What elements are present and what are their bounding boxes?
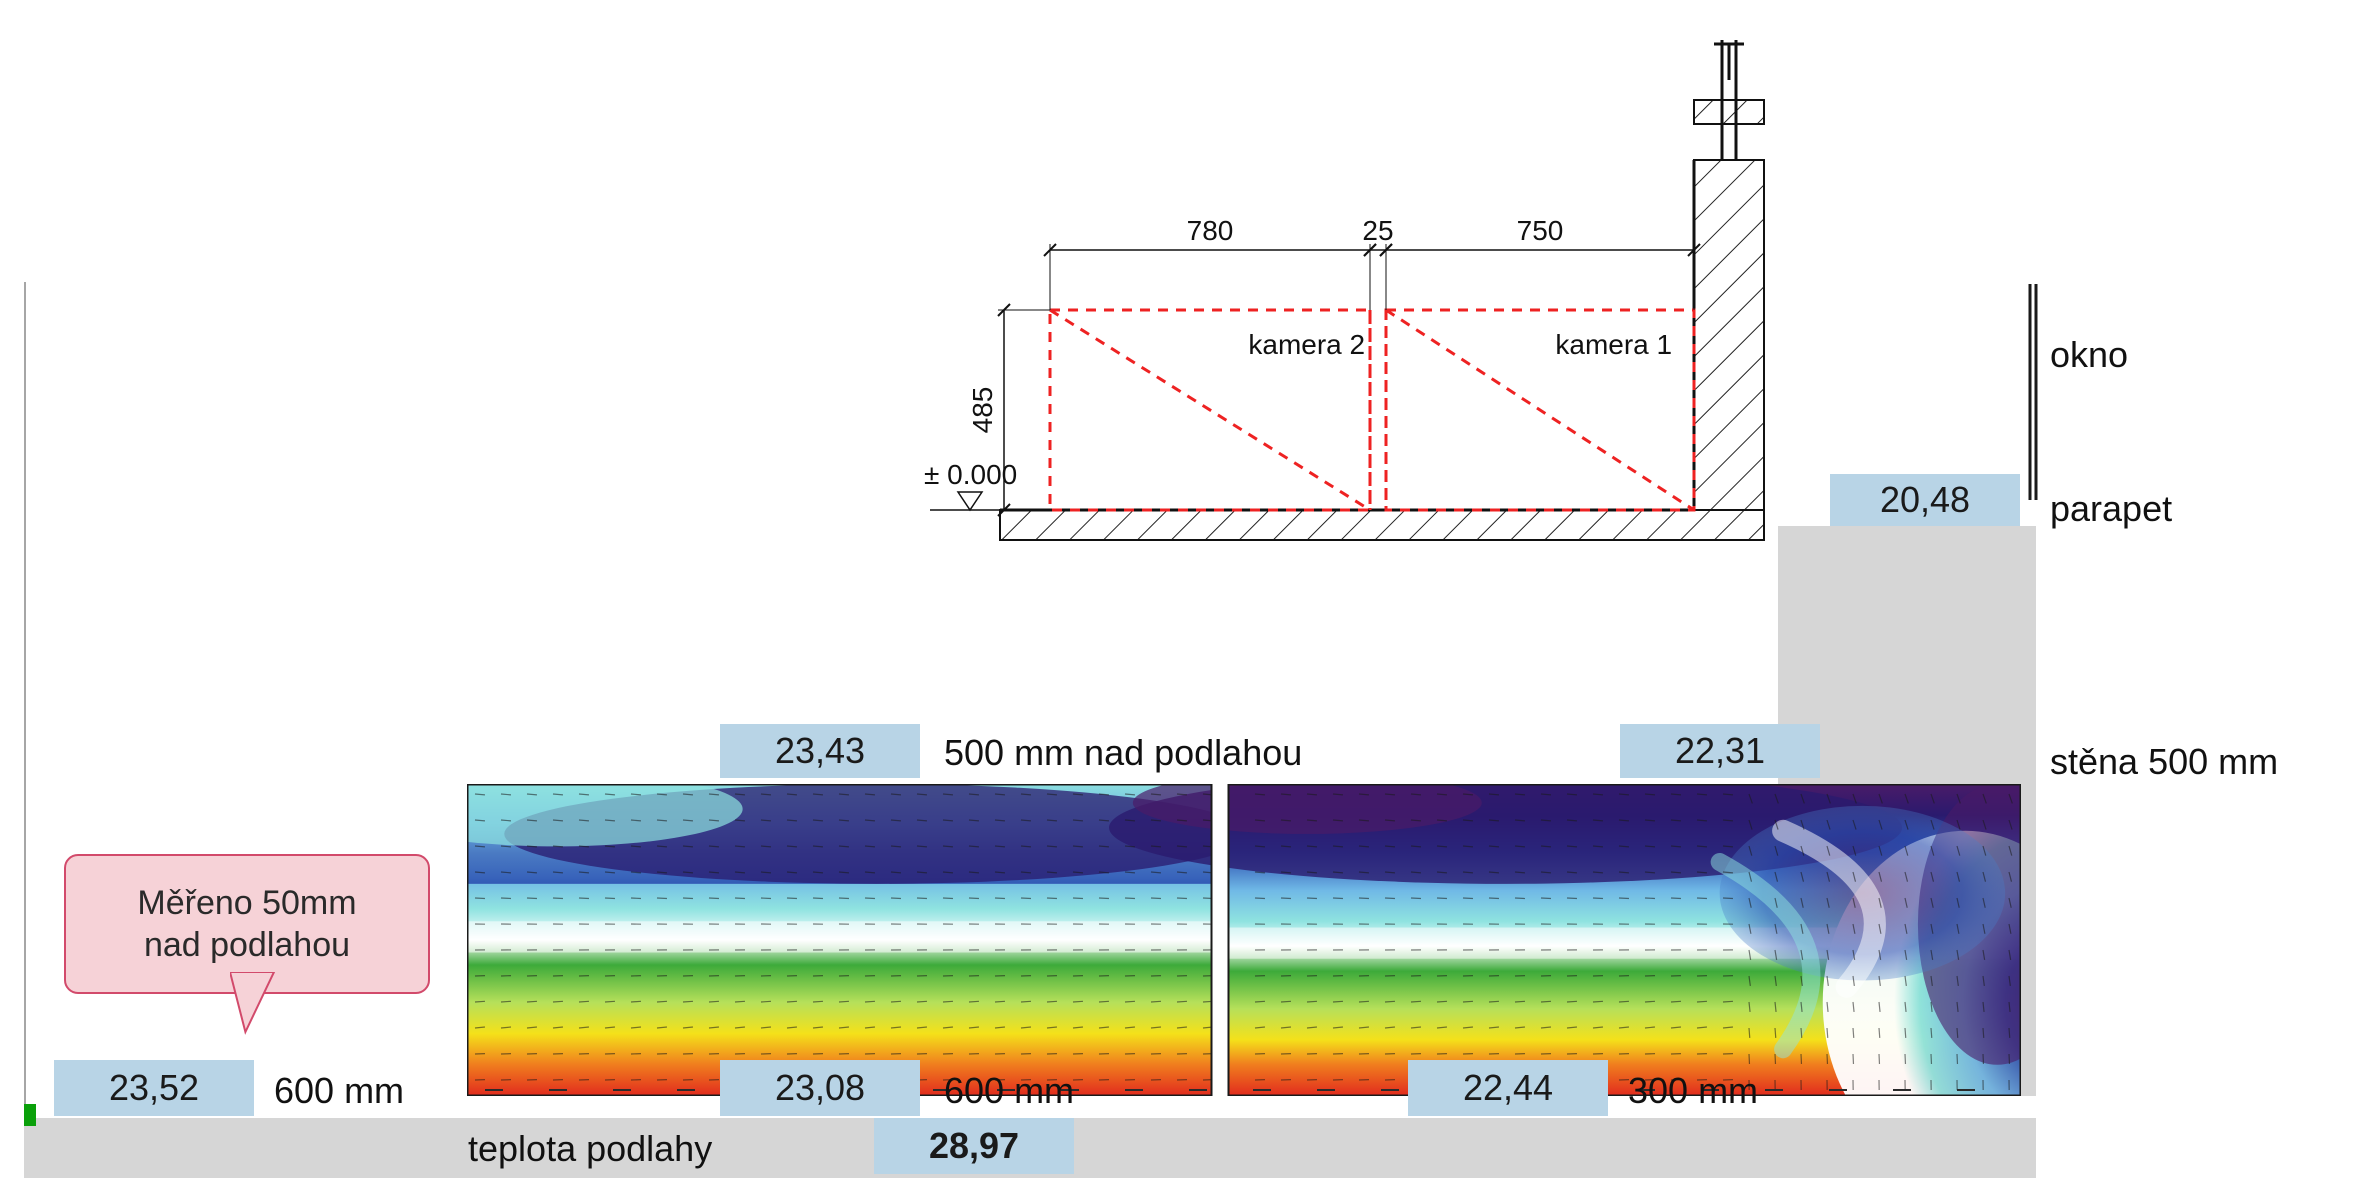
label-bot-col1: 600 mm xyxy=(274,1070,404,1112)
callout-line2: nad podlahou xyxy=(144,926,350,964)
svg-text:kamera 1: kamera 1 xyxy=(1555,329,1672,360)
value-floor-temp: 28,97 xyxy=(874,1118,1074,1174)
svg-text:25: 25 xyxy=(1362,215,1393,246)
label-okno: okno xyxy=(2050,334,2128,376)
callout-tail xyxy=(230,972,278,1036)
thermal-flow-image xyxy=(467,784,2021,1096)
svg-text:750: 750 xyxy=(1517,215,1564,246)
label-bot-col2: 600 mm xyxy=(944,1070,1074,1112)
value-bot-col2: 23,08 xyxy=(720,1060,920,1116)
value-top-right: 22,31 xyxy=(1620,724,1820,778)
svg-text:kamera 2: kamera 2 xyxy=(1248,329,1365,360)
left-axis-line xyxy=(24,282,26,1176)
svg-text:485: 485 xyxy=(967,387,998,434)
svg-text:780: 780 xyxy=(1187,215,1234,246)
okno-double-line xyxy=(2028,284,2038,500)
green-tick xyxy=(24,1104,36,1126)
label-stena: stěna 500 mm xyxy=(2050,741,2278,783)
value-parapet: 20,48 xyxy=(1830,474,2020,526)
label-top-center: 500 mm nad podlahou xyxy=(944,732,1302,774)
value-top-left: 23,43 xyxy=(720,724,920,778)
value-bot-col1: 23,52 xyxy=(54,1060,254,1116)
label-parapet: parapet xyxy=(2050,488,2172,530)
value-bot-col3: 22,44 xyxy=(1408,1060,1608,1116)
callout-line1: Měřeno 50mm xyxy=(137,884,356,922)
label-floor-temp: teplota podlahy xyxy=(468,1128,712,1170)
label-bot-col3: 300 mm xyxy=(1628,1070,1758,1112)
svg-text:± 0.000: ± 0.000 xyxy=(924,459,1017,490)
technical-drawing: 780 25 750 485 ± 0.000 kamera 2 kamera 1 xyxy=(890,40,1900,550)
